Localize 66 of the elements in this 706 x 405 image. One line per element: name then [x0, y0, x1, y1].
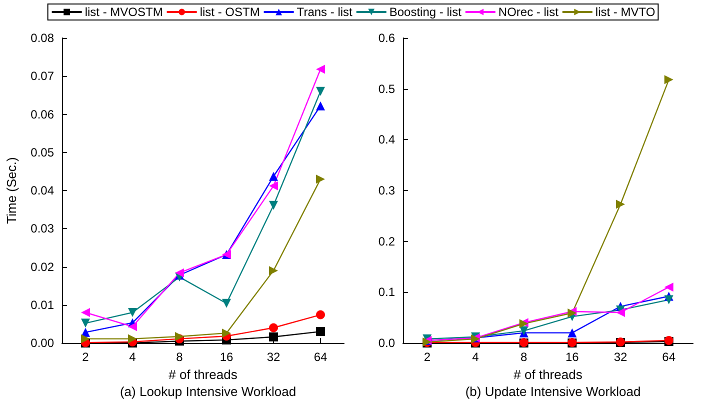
- y-tick-label: 0.3: [378, 184, 396, 198]
- point: [616, 200, 625, 209]
- point: [269, 332, 278, 342]
- y-tick-label: 0.1: [378, 285, 396, 300]
- point: [316, 101, 325, 110]
- x-axis-title: # of threads: [168, 366, 238, 382]
- point: [316, 310, 325, 320]
- point: [128, 334, 137, 344]
- y-tick-label: 0.05: [30, 145, 54, 160]
- y-tick-label: 0.00: [30, 336, 54, 350]
- y-tick-label: 0.0: [378, 336, 396, 350]
- point: [128, 308, 137, 317]
- y-tick-label: 0.06: [30, 107, 54, 122]
- x-tick-label: 2: [424, 350, 431, 364]
- x-tick-label: 2: [82, 350, 90, 364]
- point: [664, 75, 674, 84]
- legend-label: NOrec - list: [498, 5, 560, 19]
- point: [81, 334, 90, 344]
- legend-label: Trans - list: [296, 5, 354, 19]
- x-tick-label: 4: [472, 350, 480, 364]
- point: [269, 323, 278, 332]
- y-tick-label: 0.08: [30, 31, 54, 45]
- point: [269, 266, 278, 276]
- y-tick-label: 0.07: [30, 69, 54, 84]
- y-tick-label: 0.2: [378, 234, 396, 248]
- point: [316, 64, 325, 74]
- y-tick-label: 0.4: [378, 132, 396, 147]
- point: [664, 282, 674, 292]
- x-tick-label: 64: [314, 350, 328, 364]
- x-tick-label: 32: [266, 350, 280, 364]
- point: [269, 181, 278, 190]
- y-tick-label: 0.01: [30, 298, 54, 312]
- y-tick-label: 0.03: [30, 222, 54, 236]
- legend-label: list - MVOSTM: [84, 5, 163, 19]
- y-axis-title: Time (Sec.): [4, 157, 19, 224]
- text: (b) Update Intensive Workload: [465, 384, 641, 399]
- point: [128, 322, 137, 332]
- y-tick-label: 0.04: [30, 184, 54, 198]
- point: [664, 295, 674, 304]
- point: [222, 328, 231, 338]
- point: [269, 172, 278, 181]
- legend-label: list - MVTO: [595, 5, 656, 19]
- point: [222, 298, 231, 308]
- point: [568, 328, 577, 338]
- y-tick-label: 0.5: [378, 82, 396, 96]
- text: (a) Lookup Intensive Workload: [120, 384, 296, 399]
- point: [269, 200, 278, 210]
- legend-label: list - OSTM: [200, 5, 260, 19]
- point: [81, 308, 90, 317]
- point: [316, 174, 325, 184]
- x-tick-label: 8: [176, 350, 184, 364]
- y-tick-label: 0.02: [30, 260, 54, 274]
- x-tick-label: 8: [520, 350, 528, 364]
- point: [316, 327, 325, 336]
- x-axis-title: # of threads: [514, 366, 583, 382]
- point: [316, 86, 325, 96]
- x-tick-label: 4: [129, 350, 136, 364]
- point: [175, 268, 184, 278]
- x-tick-label: 16: [220, 350, 234, 364]
- y-tick-label: 0.6: [378, 31, 396, 45]
- x-tick-label: 16: [565, 350, 580, 364]
- point: [616, 308, 625, 317]
- legend-label: Boosting - list: [389, 5, 462, 19]
- x-tick-label: 64: [662, 350, 676, 364]
- point: [81, 318, 90, 328]
- x-tick-label: 32: [614, 350, 628, 364]
